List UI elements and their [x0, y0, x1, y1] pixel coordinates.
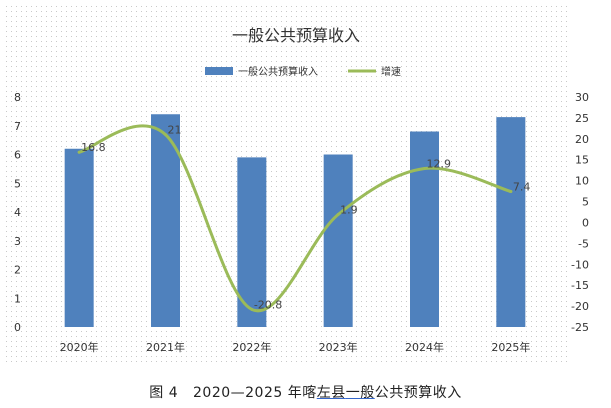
right-tick-label: -25: [571, 321, 589, 334]
right-tick-label: -10: [571, 258, 589, 271]
caption-range: 2020—2025 年: [193, 385, 303, 401]
right-tick-label: 20: [575, 133, 589, 146]
x-tick-label: 2021年: [146, 340, 185, 354]
left-tick-label: 6: [14, 149, 21, 162]
left-tick-label: 2: [14, 264, 21, 277]
growth-point-2022年: [250, 307, 254, 311]
legend-swatch-bar: [205, 67, 233, 75]
bar-2024年: [410, 131, 439, 327]
left-tick-label: 5: [14, 177, 21, 190]
growth-point-2025年: [509, 190, 513, 194]
bar-series: [64, 114, 526, 327]
x-tick-label: 2020年: [60, 340, 99, 354]
x-tick-label: 2024年: [405, 340, 444, 354]
caption-place-a: 喀: [302, 385, 317, 401]
caption-place-c: 一般: [345, 385, 375, 401]
caption-place-b: 左县: [316, 385, 346, 401]
bar-2025年: [496, 117, 526, 327]
bar-2023年: [323, 154, 353, 327]
x-tick-label: 2023年: [319, 340, 358, 354]
left-axis: 0 1 2 3 4 5 6 7 8: [14, 91, 21, 334]
legend-label-bar: 一般公共预算收入: [238, 65, 318, 78]
left-tick-label: 0: [14, 321, 21, 334]
growth-label-2023年: 1.9: [340, 204, 358, 217]
right-tick-label: 15: [575, 154, 589, 167]
growth-point-2020年: [77, 150, 81, 154]
chart-background: [2, 2, 568, 366]
right-tick-label: 30: [575, 91, 589, 104]
right-tick-label: 10: [575, 175, 589, 188]
line-series: [77, 124, 513, 313]
right-axis: -25 -20 -15 -10 -5 0 5 10 15 20 25 30: [571, 91, 589, 334]
x-tick-label: 2025年: [491, 340, 530, 354]
left-tick-label: 7: [14, 120, 21, 133]
growth-label-2024年: 12.9: [427, 158, 452, 171]
growth-point-2023年: [336, 213, 340, 217]
left-tick-label: 8: [14, 91, 21, 104]
chart-title: 一般公共预算收入: [232, 26, 360, 45]
x-axis: 2020年 2021年 2022年 2023年 2024年 2025年: [60, 340, 531, 354]
left-tick-label: 3: [14, 235, 21, 248]
right-tick-label: -20: [571, 300, 589, 313]
right-tick-label: -5: [578, 237, 589, 250]
growth-point-2024年: [423, 167, 426, 171]
right-tick-label: -15: [571, 279, 589, 292]
caption-prefix: 图 4: [149, 385, 179, 401]
right-tick-label: 0: [582, 216, 589, 229]
line-data-labels: 16.8 21 -20.8 1.9 12.9 7.4: [81, 124, 530, 312]
growth-label-2020年: 16.8: [81, 141, 106, 154]
left-tick-label: 1: [14, 292, 21, 305]
right-tick-label: 25: [575, 112, 589, 125]
legend-label-line: 增速: [381, 65, 401, 78]
growth-point-2021年: [164, 133, 167, 137]
bar-2020年: [64, 148, 94, 327]
left-tick-label: 4: [14, 206, 21, 219]
growth-label-2021年: 21: [168, 124, 182, 137]
figure-caption: 图 4 2020—2025 年喀左县一般公共预算收入: [0, 382, 611, 402]
caption-suffix: 公共预算收入: [374, 385, 462, 401]
legend: 一般公共预算收入 增速: [205, 65, 401, 78]
right-tick-label: 5: [582, 196, 589, 209]
growth-label-2025年: 7.4: [513, 181, 531, 194]
growth-label-2022年: -20.8: [254, 298, 282, 311]
x-tick-label: 2022年: [232, 340, 271, 354]
